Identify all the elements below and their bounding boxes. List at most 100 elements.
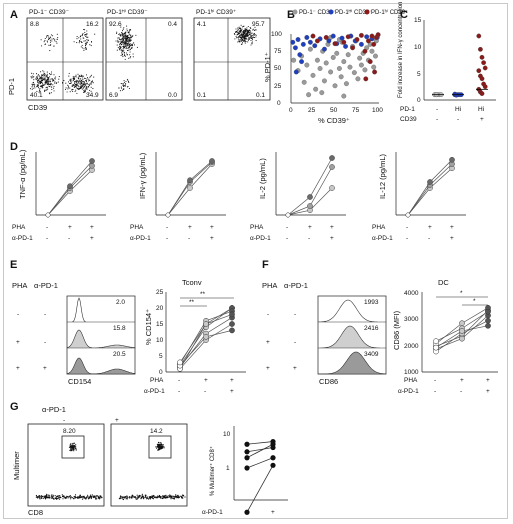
flow-event xyxy=(74,81,76,83)
flow-event xyxy=(130,56,132,58)
c-point xyxy=(481,60,486,66)
flow-event xyxy=(78,78,80,80)
flow-event xyxy=(121,31,123,34)
flow-event xyxy=(123,83,125,85)
flow-event xyxy=(48,83,50,85)
flow-event xyxy=(122,33,124,35)
d-cat-apd1: - xyxy=(68,235,70,242)
flow-event xyxy=(75,85,77,87)
flow-event xyxy=(43,71,45,73)
d2-row-pha: PHA xyxy=(130,224,144,231)
flow-event xyxy=(31,72,33,74)
flow-event xyxy=(235,28,237,30)
flow-event xyxy=(66,497,68,499)
flow-event xyxy=(44,90,46,93)
b-point xyxy=(369,48,375,54)
flow-event xyxy=(41,496,43,498)
paired-cat-pha: + xyxy=(460,377,464,384)
flow-event xyxy=(86,88,88,90)
flow-event xyxy=(46,82,48,84)
flow-event xyxy=(119,49,121,51)
flow-event xyxy=(129,51,131,53)
flow-event xyxy=(44,498,47,500)
flow-event xyxy=(155,497,157,499)
flow-event xyxy=(30,77,32,79)
flow-event xyxy=(68,497,70,499)
flow-event xyxy=(47,84,49,86)
flow-event xyxy=(78,42,80,44)
d-cat-pha: + xyxy=(308,224,312,231)
flow-event xyxy=(152,498,155,500)
flow-event xyxy=(130,45,132,47)
flow-event xyxy=(86,41,88,43)
flow-event xyxy=(36,80,38,82)
flow-event xyxy=(125,37,127,39)
flow-event xyxy=(80,38,82,40)
flow-event xyxy=(120,41,122,43)
flow-event xyxy=(249,27,251,29)
flow-event xyxy=(90,41,93,43)
d-cat-apd1: + xyxy=(90,235,94,242)
flow-event xyxy=(126,25,128,27)
d-cat-apd1: - xyxy=(428,235,430,242)
flow-event xyxy=(79,40,81,42)
flow-event xyxy=(177,495,179,497)
flow-event xyxy=(239,32,241,34)
flow-event xyxy=(77,79,79,82)
flow-event xyxy=(32,77,34,79)
flow-event xyxy=(252,39,254,41)
flow-event xyxy=(248,38,250,40)
flow-event xyxy=(140,495,142,497)
g-cond-1: - xyxy=(63,417,65,424)
flow-event xyxy=(119,43,121,45)
flow-event xyxy=(127,81,130,83)
flow-event xyxy=(237,32,239,34)
flow-event xyxy=(178,496,180,498)
flow-event xyxy=(124,84,127,86)
b-point xyxy=(347,64,353,70)
b-point xyxy=(372,69,378,75)
flow-event xyxy=(87,494,89,496)
paired-cat-apd1: - xyxy=(434,388,436,395)
b-point xyxy=(358,41,364,47)
flow-event xyxy=(163,495,165,497)
paired-cat-apd1: + xyxy=(486,388,490,395)
flow-event xyxy=(124,85,126,87)
b-point xyxy=(339,35,345,41)
legend-b-dot-1 xyxy=(292,9,298,15)
flow-event xyxy=(37,74,39,76)
flow-event xyxy=(158,443,160,445)
flow-event xyxy=(49,41,52,43)
q-2-ul: 92.6 xyxy=(109,21,122,28)
flow-event xyxy=(238,36,240,38)
flow-event xyxy=(36,76,38,79)
g-point xyxy=(244,455,250,461)
flow-event xyxy=(118,33,120,36)
flow-event xyxy=(31,83,33,85)
flow-event xyxy=(250,30,252,32)
flow-event xyxy=(43,73,45,76)
flow-event xyxy=(93,496,95,498)
flow-event xyxy=(125,80,127,83)
flow-event xyxy=(251,32,253,34)
flow-event xyxy=(90,74,93,76)
flow-event xyxy=(75,76,77,78)
panel-label-f: F xyxy=(262,259,269,271)
flow-event xyxy=(89,44,91,46)
flow-event xyxy=(88,84,90,86)
d-cat-pha: - xyxy=(406,224,408,231)
flow-event xyxy=(233,33,235,35)
flow-event xyxy=(239,40,241,42)
d1-ylabel: TNF-α (pg/mL) xyxy=(18,149,27,199)
paired-point xyxy=(177,359,183,366)
flow-event xyxy=(39,81,41,83)
b-point xyxy=(323,35,329,40)
panel-a-xlabel: CD39 xyxy=(28,103,47,112)
flow-event xyxy=(123,55,125,57)
flow-event xyxy=(248,29,250,31)
f-hist-xlabel: CD86 xyxy=(319,377,338,386)
flow-event xyxy=(117,46,119,49)
flow-event xyxy=(127,36,129,39)
flow-event xyxy=(77,88,79,91)
